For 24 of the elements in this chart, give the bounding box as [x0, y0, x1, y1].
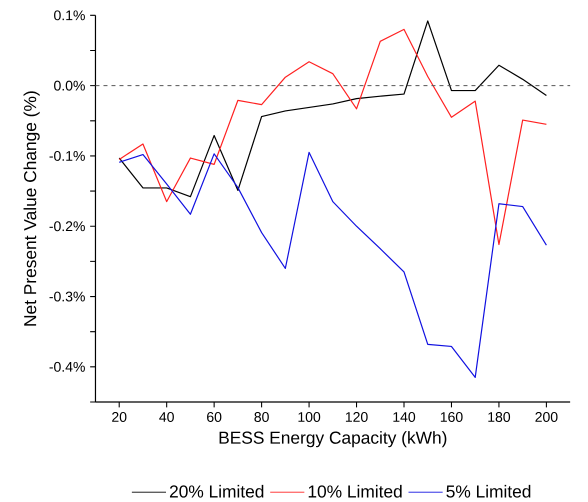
y-tick-label: -0.3%: [49, 292, 85, 302]
x-tick-label: 200: [535, 412, 558, 422]
x-tick-label: 80: [254, 412, 269, 422]
y-tick-label: -0.4%: [49, 362, 85, 372]
y-tick-label: -0.2%: [49, 221, 85, 232]
x-tick-label: 100: [298, 412, 320, 422]
line-series: [118, 20, 547, 198]
legend-label: 20% Limited: [170, 484, 264, 498]
legend-label: 10% Limited: [308, 484, 402, 498]
x-tick-label: 20: [112, 412, 126, 422]
x-tick-label: 120: [346, 412, 368, 422]
y-tick-label: -0.1%: [49, 150, 85, 161]
y-tick-label: 0.0%: [54, 80, 85, 91]
x-tick-label: 60: [207, 412, 222, 422]
y-axis-title: Net Present Value Change (%): [24, 91, 40, 326]
x-tick-label: 40: [159, 412, 174, 422]
x-axis-title: BESS Energy Capacity (kWh): [220, 431, 446, 448]
x-tick-label: 140: [393, 412, 416, 422]
line-series: [118, 28, 547, 246]
legend-label: 5% Limited: [446, 484, 530, 498]
x-tick-label: 160: [440, 412, 463, 422]
line-series: [118, 152, 547, 378]
x-tick-label: 180: [488, 412, 510, 422]
y-tick-label: 0.1%: [54, 10, 85, 20]
